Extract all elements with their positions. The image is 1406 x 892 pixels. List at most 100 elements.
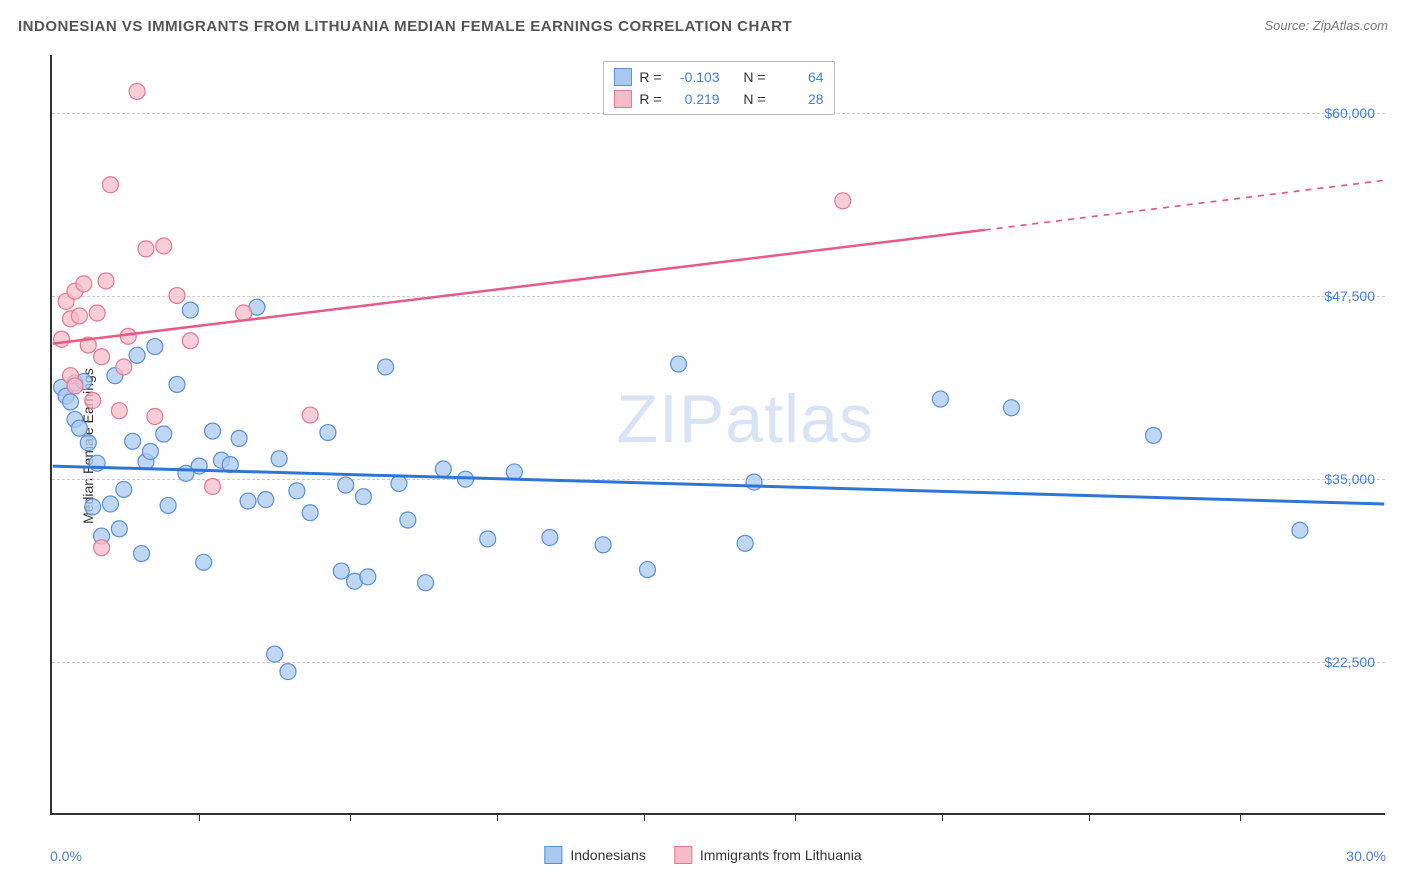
data-point — [147, 409, 163, 425]
correlation-legend: R = -0.103 N = 64 R = 0.219 N = 28 — [602, 61, 834, 115]
x-axis-end: 30.0% — [1346, 848, 1386, 864]
data-point — [338, 477, 354, 493]
data-point — [302, 505, 318, 521]
data-point — [182, 333, 198, 349]
x-tick — [1240, 813, 1241, 821]
data-point — [240, 493, 256, 509]
data-point — [480, 531, 496, 547]
data-point — [1292, 522, 1308, 538]
n-label: N = — [743, 91, 765, 107]
data-point — [231, 430, 247, 446]
data-point — [418, 575, 434, 591]
plot-svg — [52, 55, 1385, 813]
r-label: R = — [639, 69, 661, 85]
data-point — [129, 83, 145, 99]
trend-line — [53, 230, 985, 344]
data-point — [391, 476, 407, 492]
data-point — [182, 302, 198, 318]
data-point — [258, 492, 274, 508]
chart-title: INDONESIAN VS IMMIGRANTS FROM LITHUANIA … — [18, 18, 792, 35]
legend-row: R = -0.103 N = 64 — [613, 66, 823, 88]
legend-swatch — [613, 68, 631, 86]
data-point — [506, 464, 522, 480]
data-point — [302, 407, 318, 423]
data-point — [63, 394, 79, 410]
data-point — [595, 537, 611, 553]
x-tick — [942, 813, 943, 821]
trend-line-dashed — [985, 180, 1384, 230]
data-point — [156, 426, 172, 442]
data-point — [116, 359, 132, 375]
data-point — [156, 238, 172, 254]
data-point — [89, 305, 105, 321]
data-point — [67, 378, 83, 394]
legend-row: R = 0.219 N = 28 — [613, 88, 823, 110]
data-point — [196, 554, 212, 570]
n-value: 28 — [774, 91, 824, 107]
r-label: R = — [639, 91, 661, 107]
data-point — [746, 474, 762, 490]
data-point — [138, 241, 154, 257]
data-point — [671, 356, 687, 372]
data-point — [94, 349, 110, 365]
series-legend: Indonesians Immigrants from Lithuania — [544, 846, 861, 864]
data-point — [333, 563, 349, 579]
data-point — [160, 497, 176, 513]
data-point — [71, 308, 87, 324]
data-point — [932, 391, 948, 407]
data-point — [116, 481, 132, 497]
data-point — [320, 425, 336, 441]
legend-item: Indonesians — [544, 846, 646, 864]
n-label: N = — [743, 69, 765, 85]
data-point — [129, 347, 145, 363]
data-point — [85, 392, 101, 408]
chart-container: INDONESIAN VS IMMIGRANTS FROM LITHUANIA … — [0, 0, 1406, 892]
data-point — [111, 403, 127, 419]
legend-label: Indonesians — [570, 847, 646, 863]
data-point — [169, 288, 185, 304]
data-point — [71, 420, 87, 436]
data-point — [98, 273, 114, 289]
legend-label: Immigrants from Lithuania — [700, 847, 862, 863]
source-attribution: Source: ZipAtlas.com — [1264, 18, 1388, 33]
x-tick — [497, 813, 498, 821]
data-point — [147, 339, 163, 355]
data-point — [355, 489, 371, 505]
data-point — [737, 535, 753, 551]
data-point — [360, 569, 376, 585]
legend-swatch — [613, 90, 631, 108]
data-point — [542, 530, 558, 546]
data-point — [205, 423, 221, 439]
x-tick — [644, 813, 645, 821]
data-point — [271, 451, 287, 467]
x-tick — [350, 813, 351, 821]
data-point — [289, 483, 305, 499]
data-point — [102, 177, 118, 193]
data-point — [54, 331, 70, 347]
data-point — [1003, 400, 1019, 416]
r-value: -0.103 — [670, 69, 720, 85]
n-value: 64 — [774, 69, 824, 85]
plot-area: ZIPatlas R =-0.103 N =64R =0.219 N =28 $… — [50, 55, 1385, 815]
data-point — [280, 664, 296, 680]
data-point — [435, 461, 451, 477]
x-tick — [795, 813, 796, 821]
data-point — [835, 193, 851, 209]
data-point — [400, 512, 416, 528]
data-point — [76, 276, 92, 292]
legend-swatch — [544, 846, 562, 864]
data-point — [378, 359, 394, 375]
data-point — [142, 444, 158, 460]
legend-item: Immigrants from Lithuania — [674, 846, 862, 864]
r-value: 0.219 — [670, 91, 720, 107]
x-tick — [1089, 813, 1090, 821]
data-point — [169, 376, 185, 392]
data-point — [102, 496, 118, 512]
legend-swatch — [674, 846, 692, 864]
data-point — [94, 540, 110, 556]
data-point — [640, 562, 656, 578]
x-axis-start: 0.0% — [50, 848, 82, 864]
data-point — [267, 646, 283, 662]
data-point — [134, 546, 150, 562]
data-point — [1145, 427, 1161, 443]
